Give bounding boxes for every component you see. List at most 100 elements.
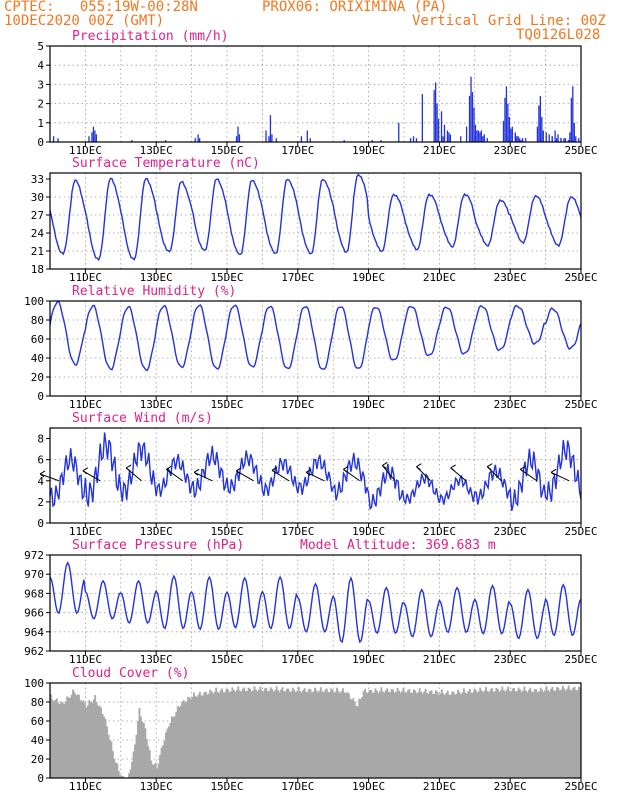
x-tick-label: 15DEC	[210, 653, 243, 666]
cloud-bar	[359, 698, 362, 778]
cloud-bar	[333, 692, 336, 778]
x-tick-label: 13DEC	[140, 271, 173, 284]
x-tick-label: 15DEC	[210, 398, 243, 411]
cloud-bar	[350, 699, 353, 778]
cloud-bar	[288, 691, 291, 778]
temperature-series-wrap	[50, 173, 581, 262]
cloud-bar	[331, 689, 334, 778]
cloud-bar	[347, 693, 350, 778]
cloud-bar	[381, 691, 384, 778]
y-tick-label: 80	[31, 314, 44, 327]
cloud-bar	[244, 691, 247, 778]
cloud-bar	[358, 698, 361, 778]
x-tick-label: 11DEC	[69, 525, 102, 538]
x-tick-label: 17DEC	[281, 271, 314, 284]
wind-barb	[306, 471, 325, 482]
precip-bar	[541, 117, 543, 142]
y-tick-label: 2	[37, 496, 44, 509]
humidity-series-wrap	[50, 301, 581, 372]
cloud-bar	[458, 692, 461, 778]
cloud-bar	[409, 692, 412, 778]
wind-barb-head	[305, 468, 312, 476]
panel-5: Cloud Cover (%) 0 20 40 60 80 100 11DEC 13DEC 15D…	[24, 666, 597, 793]
cloud-bar	[314, 687, 316, 778]
cloud-bar	[488, 692, 490, 778]
precip-bar	[343, 140, 345, 142]
wind-barb-head	[520, 465, 526, 473]
y-tick-label: 8	[37, 433, 44, 446]
cloud-bar	[345, 693, 347, 778]
cloud-bar	[411, 692, 414, 778]
precip-bar	[519, 138, 521, 142]
cloud-bar	[557, 687, 560, 778]
x-tick-label: 21DEC	[423, 525, 456, 538]
cloud-bar	[243, 687, 246, 778]
cloud-bar	[355, 705, 358, 778]
cloud-bar	[550, 688, 552, 778]
cloud-bar	[311, 692, 313, 778]
cloud-bar	[367, 693, 369, 778]
cloud-bar	[474, 689, 477, 778]
cloud-bar	[491, 688, 493, 778]
cloud-bar	[50, 694, 52, 778]
cloud-bar	[221, 688, 223, 778]
cloud-bar	[330, 688, 333, 778]
precip-bar	[511, 126, 513, 142]
x-tick-label: 13DEC	[140, 398, 173, 411]
cloud-bar	[70, 694, 73, 778]
cloud-bar	[252, 690, 254, 778]
precip-bar	[237, 126, 239, 142]
precip-bar	[514, 134, 516, 142]
x-tick-label: 19DEC	[352, 271, 385, 284]
precip-bar	[548, 134, 550, 142]
panel-3: Surface Wind (m/s) 0 2 4 6 8 11DEC 13DEC 15DEC 17…	[37, 411, 597, 538]
cloud-bar	[365, 692, 368, 778]
cloud-bar	[154, 762, 157, 778]
precip-bar	[57, 138, 59, 142]
precip-bar	[564, 138, 567, 142]
cloud-bar	[114, 762, 117, 778]
y-tick-label: 60	[31, 715, 44, 728]
precip-bar	[474, 124, 477, 142]
cloud-bar	[142, 723, 145, 778]
panel-1: Surface Temperature (nC) 18 21 24 27 30 33 11DE…	[31, 156, 598, 284]
cloud-bar	[436, 692, 439, 778]
cloud-bar	[275, 686, 278, 778]
cloud-bar	[529, 687, 532, 778]
cloud-bar	[198, 691, 201, 778]
precip-bar	[442, 136, 444, 142]
cloud-bar	[206, 694, 209, 778]
cloud-bar	[570, 690, 573, 778]
cloud-bar	[263, 688, 266, 778]
cloud-bar	[517, 687, 520, 778]
cloud-bar	[162, 745, 164, 778]
cloud-bar	[277, 690, 280, 778]
cloud-bar	[427, 693, 430, 778]
cloud-bar	[308, 688, 310, 778]
cloud-bar	[92, 699, 95, 778]
cloud-bar	[219, 690, 222, 778]
pressure-series-wrap	[50, 561, 581, 644]
cloud-bar	[316, 692, 319, 778]
cloud-bar	[256, 691, 259, 778]
cloud-bar	[439, 693, 442, 778]
cloud-bar	[170, 716, 173, 778]
cloud-bar	[201, 695, 204, 778]
cloud-bar	[402, 687, 405, 778]
wind-barb-head	[486, 463, 493, 471]
precip-bar	[539, 95, 541, 142]
precip-bar	[569, 132, 571, 142]
precip-bar	[269, 115, 272, 142]
cloud-bar	[432, 693, 434, 778]
cloud-bar	[61, 702, 64, 778]
cloud-bar	[464, 692, 467, 778]
cloud-bar	[384, 690, 387, 778]
precip-bar	[91, 132, 93, 142]
precip-bar	[477, 130, 480, 142]
cloud-bar	[576, 690, 579, 778]
x-tick-label: 15DEC	[210, 271, 243, 284]
cloud-bar	[259, 686, 262, 778]
wind-barb-head	[416, 463, 422, 471]
humidity-line	[50, 301, 581, 372]
cloud-bar	[489, 689, 492, 778]
